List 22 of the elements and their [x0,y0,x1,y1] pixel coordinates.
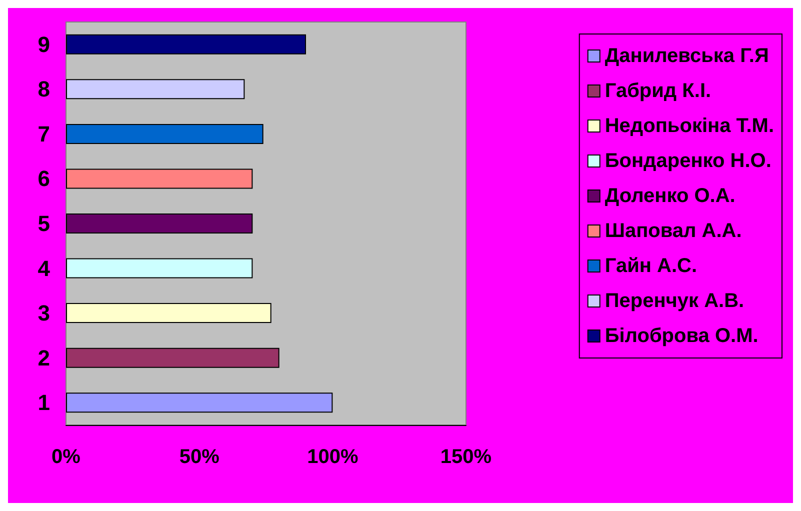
x-tick-label: 0% [52,446,81,468]
x-tick-label: 50% [179,446,220,468]
x-tick-label: 100% [307,446,358,468]
y-tick-label: 5 [38,211,50,236]
y-tick-label: 2 [38,345,50,370]
x-tick-label: 150% [440,446,492,468]
legend-label: Гайн А.С. [604,255,698,277]
legend-label: Шаповал А.А. [604,220,742,242]
legend-label: Бондаренко Н.О. [604,150,772,172]
legend-label: Доленко О.А. [604,185,736,207]
y-tick-label: 1 [38,390,50,416]
y-tick-label: 7 [38,121,50,146]
y-tick-label: 8 [38,76,50,102]
y-tick-label: 4 [38,256,51,281]
y-tick-label: 9 [38,32,50,57]
y-tick-label: 3 [38,300,50,326]
y-tick-label: 6 [38,166,50,192]
legend-label: Данилевська Г.Я [604,45,769,67]
legend-label: Білоброва О.М. [604,325,758,347]
legend-label: Перенчук А.В. [604,290,744,312]
legend-label: Недопьокіна Т.М. [604,115,774,137]
legend-label: Габрид К.І. [604,80,712,102]
